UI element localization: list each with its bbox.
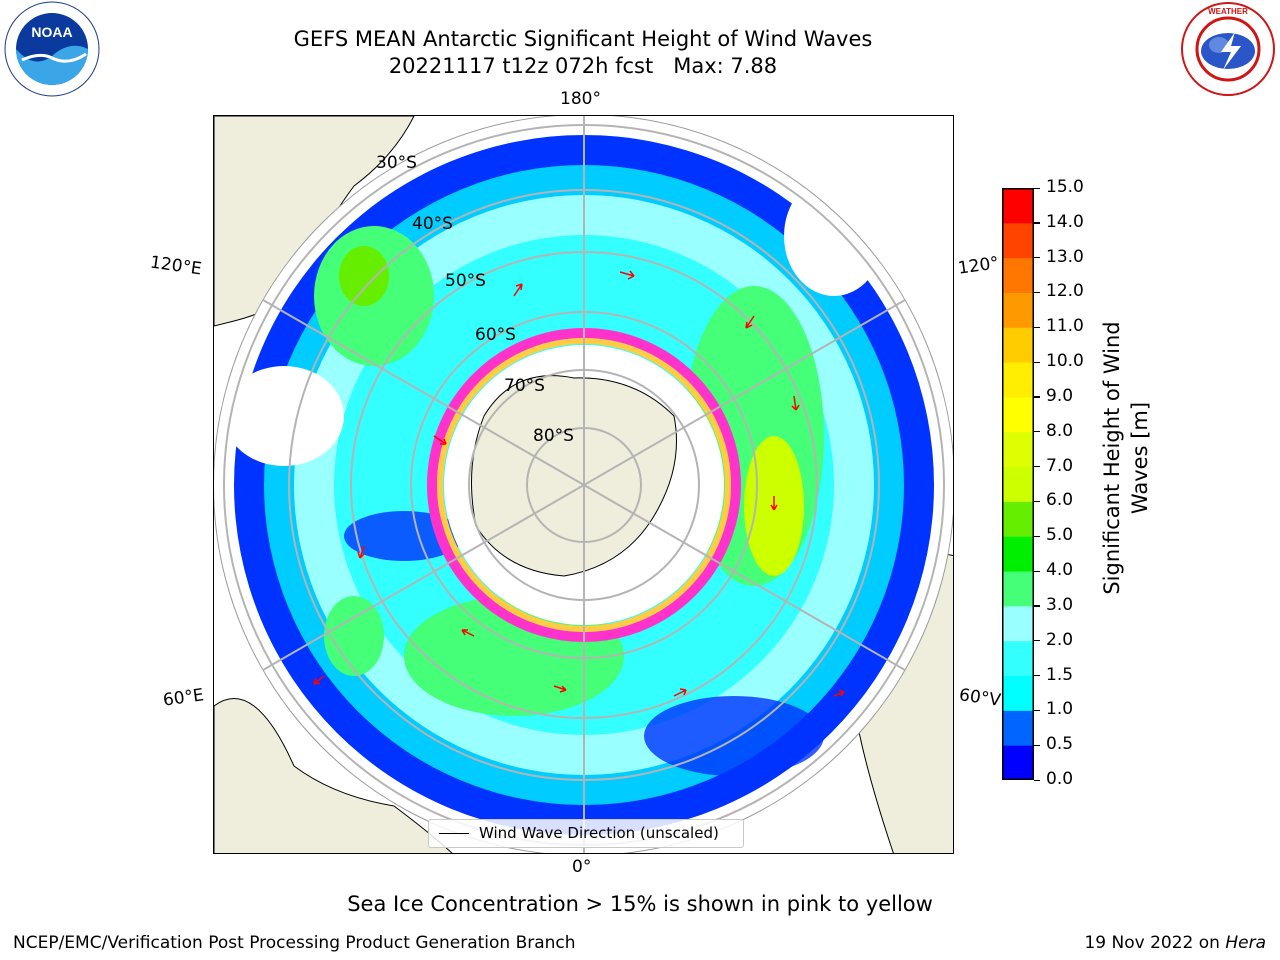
colorbar-tick-mark — [1034, 326, 1040, 328]
colorbar-segment — [1002, 431, 1034, 468]
legend-label: Wind Wave Direction (unscaled) — [479, 824, 719, 842]
colorbar-title: Significant Height of Wind Waves [m] — [1066, 321, 1186, 594]
colorbar-segment — [1002, 362, 1034, 398]
wind-wave-arrows — [313, 270, 845, 697]
colorbar-tick-label: 4.0 — [1046, 560, 1074, 581]
colorbar-tick-mark — [1034, 640, 1040, 642]
colorbar-tick-mark — [1034, 570, 1040, 572]
svg-text:NOAA: NOAA — [31, 24, 72, 40]
colorbar-title-line2: Waves [m] — [1128, 401, 1152, 515]
colorbar-tick-label: 13.0 — [1046, 246, 1084, 267]
svg-text:WEATHER: WEATHER — [1208, 7, 1248, 16]
lon-label-upper-right: 120° — [956, 253, 1001, 279]
colorbar-tick-mark — [1034, 187, 1040, 189]
colorbar-tick-mark — [1034, 431, 1040, 433]
lon-label-upper-left: 120°E — [148, 252, 203, 280]
colorbar-tick-mark — [1034, 361, 1040, 363]
colorbar-title-line1: Significant Height of Wind — [1100, 321, 1124, 595]
sea-ice-note: Sea Ice Concentration > 15% is shown in … — [347, 892, 933, 916]
colorbar-segment — [1002, 188, 1034, 224]
lon-label-top: 180° — [560, 89, 601, 109]
colorbar-tick-mark — [1034, 605, 1040, 607]
colorbar-tick-label: 11.0 — [1046, 316, 1084, 337]
colorbar-tick-mark — [1034, 466, 1040, 468]
colorbar-segment — [1002, 396, 1034, 433]
lat-label-60s: 60°S — [475, 325, 516, 345]
colorbar-tick-mark — [1034, 500, 1040, 503]
map-legend: Wind Wave Direction (unscaled) — [428, 819, 744, 848]
colorbar-segment — [1002, 257, 1034, 293]
colorbar-border — [1002, 188, 1034, 780]
colorbar-segment — [1002, 745, 1034, 781]
lon-label-lower-left: 60°E — [161, 685, 206, 711]
footer-date: 19 Nov 2022 on Hera — [1084, 933, 1266, 953]
colorbar-segment — [1002, 605, 1034, 642]
colorbar-tick-label: 2.0 — [1046, 629, 1074, 650]
wave-height-field — [214, 116, 953, 853]
colorbar-segment — [1002, 675, 1034, 711]
colorbar-tick-mark — [1034, 291, 1040, 294]
colorbar-tick-mark — [1034, 675, 1040, 677]
colorbar-ticks: 0.0 0.5 1.0 1.5 2.0 3.0 4.0 5.0 6.0 7.0 8.0 9.0 10.0… — [1034, 177, 1114, 789]
colorbar-tick-mark — [1034, 257, 1040, 259]
colorbar-tick-mark — [1034, 709, 1040, 712]
colorbar-tick-label: 10.0 — [1046, 351, 1084, 372]
colorbar-tick-label: 5.0 — [1046, 525, 1074, 546]
legend-line-icon — [439, 833, 469, 834]
chart-subtitle: 20221117 t12z 072h fcst Max: 7.88 — [388, 54, 778, 78]
colorbar-tick-label: 15.0 — [1046, 177, 1084, 197]
colorbar-tick-mark — [1034, 222, 1040, 224]
colorbar-segment — [1002, 536, 1034, 572]
lat-label-30s: 30°S — [376, 153, 417, 173]
colorbar-tick-label: 1.5 — [1046, 664, 1074, 685]
chart-title: GEFS MEAN Antarctic Significant Height o… — [293, 27, 873, 51]
noaa-logo-icon: NOAA — [0, 0, 105, 100]
colorbar-segment — [1002, 571, 1034, 607]
colorbar-segment — [1002, 327, 1034, 363]
map-panel: 30°S 40°S 50°S 60°S 70°S 80°S Wind Wave … — [213, 115, 954, 854]
footer-credit: NCEP/EMC/Verification Post Processing Pr… — [13, 933, 576, 953]
nws-logo-icon: WEATHER — [1177, 0, 1280, 100]
lon-label-bottom: 0° — [572, 857, 592, 877]
footer-date-text: 19 Nov 2022 on — [1084, 933, 1226, 953]
colorbar-tick-mark — [1034, 744, 1040, 746]
lat-label-50s: 50°S — [445, 271, 486, 291]
colorbar-tick-label: 14.0 — [1046, 211, 1084, 232]
colorbar-tick-label: 0.0 — [1046, 769, 1074, 789]
footer-machine: Hera — [1225, 933, 1266, 953]
lon-label-lower-right: 60°V — [957, 685, 1002, 711]
colorbar-tick-mark — [1034, 535, 1040, 537]
colorbar-tick-label: 9.0 — [1046, 385, 1074, 406]
colorbar-tick-label: 12.0 — [1046, 281, 1084, 302]
colorbar-segment — [1002, 501, 1034, 537]
colorbar-tick-label: 6.0 — [1046, 490, 1074, 511]
colorbar-segment — [1002, 640, 1034, 677]
colorbar-tick-label: 8.0 — [1046, 420, 1074, 441]
colorbar-segment — [1002, 292, 1034, 328]
colorbar-tick-label: 7.0 — [1046, 455, 1074, 476]
colorbar-tick-label: 3.0 — [1046, 594, 1074, 615]
colorbar-segment — [1002, 466, 1034, 502]
colorbar — [1002, 188, 1034, 781]
lat-label-70s: 70°S — [504, 376, 545, 396]
colorbar-tick-label: 0.5 — [1046, 734, 1074, 755]
lat-label-80s: 80°S — [533, 426, 574, 446]
colorbar-segment — [1002, 222, 1034, 259]
colorbar-tick-mark — [1034, 396, 1040, 398]
colorbar-tick-label: 1.0 — [1046, 699, 1074, 720]
lat-label-40s: 40°S — [412, 214, 453, 234]
colorbar-segment — [1002, 710, 1034, 746]
colorbar-tick-mark — [1034, 779, 1040, 781]
